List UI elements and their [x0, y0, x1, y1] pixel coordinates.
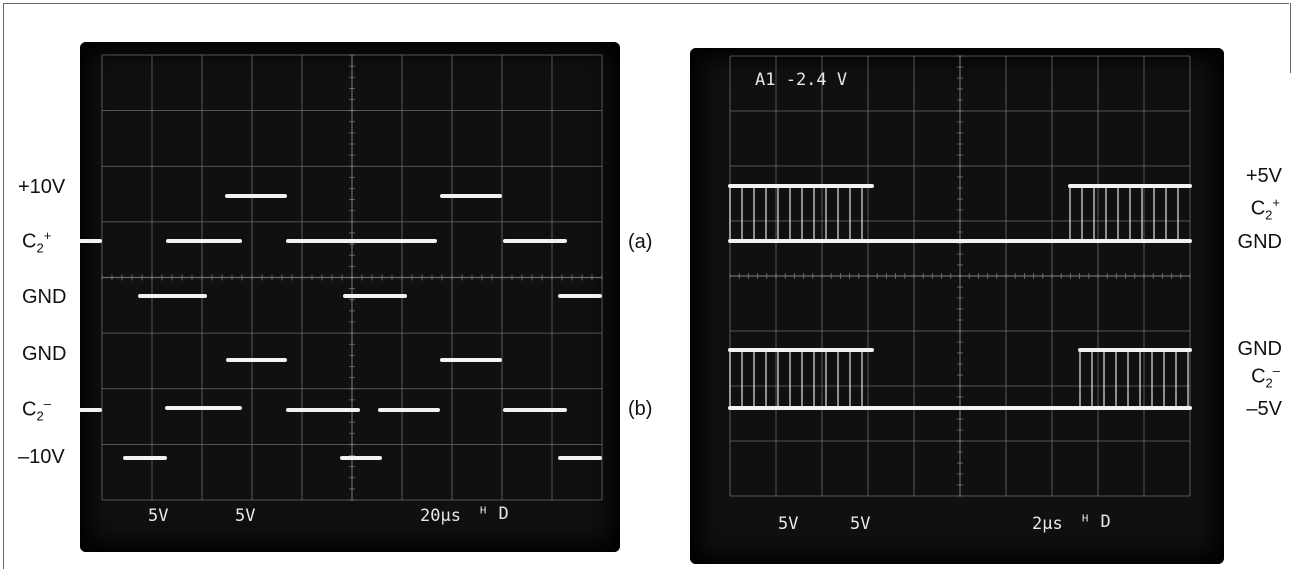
- c2-sub: 2: [36, 408, 44, 424]
- c2-sup: +: [1272, 195, 1280, 210]
- tag-b: (b): [628, 398, 653, 420]
- oscilloscope-a-screen: 5V 5V 20µs ᴴ D: [80, 42, 620, 552]
- label-c2-plus-right: C2+: [1251, 196, 1280, 222]
- scope-b-ch2-scale: 5V: [850, 514, 871, 534]
- label-gnd-b-top: GND: [1237, 231, 1282, 253]
- c2-sup: +: [43, 228, 52, 243]
- scope-a-timebase: 20µs: [420, 506, 461, 526]
- scope-a-ch1-scale: 5V: [148, 506, 169, 526]
- c2-sub: 2: [1265, 375, 1273, 391]
- label-c2-plus-left: C2+: [22, 229, 51, 255]
- label-plus5v: +5V: [1245, 165, 1282, 187]
- scope-b-ch1-scale: 5V: [778, 514, 799, 534]
- c2-sub: 2: [36, 240, 44, 256]
- frame-edge: [1290, 3, 1291, 73]
- oscilloscope-b-traces: [728, 55, 1192, 497]
- label-gnd-a-bottom: GND: [22, 343, 67, 365]
- label-c2-minus-right: C2–: [1251, 364, 1280, 390]
- scope-b-timebase: 2µs: [1032, 514, 1063, 534]
- scope-b-mode: ᴴ D: [1080, 512, 1111, 532]
- c2-sup: –: [1272, 363, 1280, 378]
- scope-b-top-readout: A1 -2.4 V: [755, 70, 848, 90]
- label-minus5v: –5V: [1246, 398, 1282, 420]
- c2-sup: –: [43, 396, 51, 411]
- tag-a: (a): [628, 231, 653, 253]
- scope-a-mode: ᴴ D: [478, 504, 509, 524]
- figure-frame: [3, 3, 1289, 569]
- oscilloscope-a-traces: [80, 54, 603, 501]
- label-plus10v: +10V: [18, 176, 66, 198]
- label-c2-minus-left: C2–: [22, 397, 51, 423]
- c2-base: C: [22, 230, 37, 253]
- oscilloscope-b-screen: A1 -2.4 V 5V 5V 2µs ᴴ D: [690, 48, 1224, 564]
- c2-base: C: [22, 398, 37, 421]
- scope-a-ch2-scale: 5V: [235, 506, 256, 526]
- c2-sub: 2: [1265, 207, 1273, 223]
- label-gnd-a-top: GND: [22, 286, 67, 308]
- c2-base: C: [1250, 197, 1266, 220]
- label-gnd-b-bottom: GND: [1237, 338, 1282, 360]
- label-minus10v: –10V: [18, 446, 65, 468]
- c2-base: C: [1251, 365, 1266, 388]
